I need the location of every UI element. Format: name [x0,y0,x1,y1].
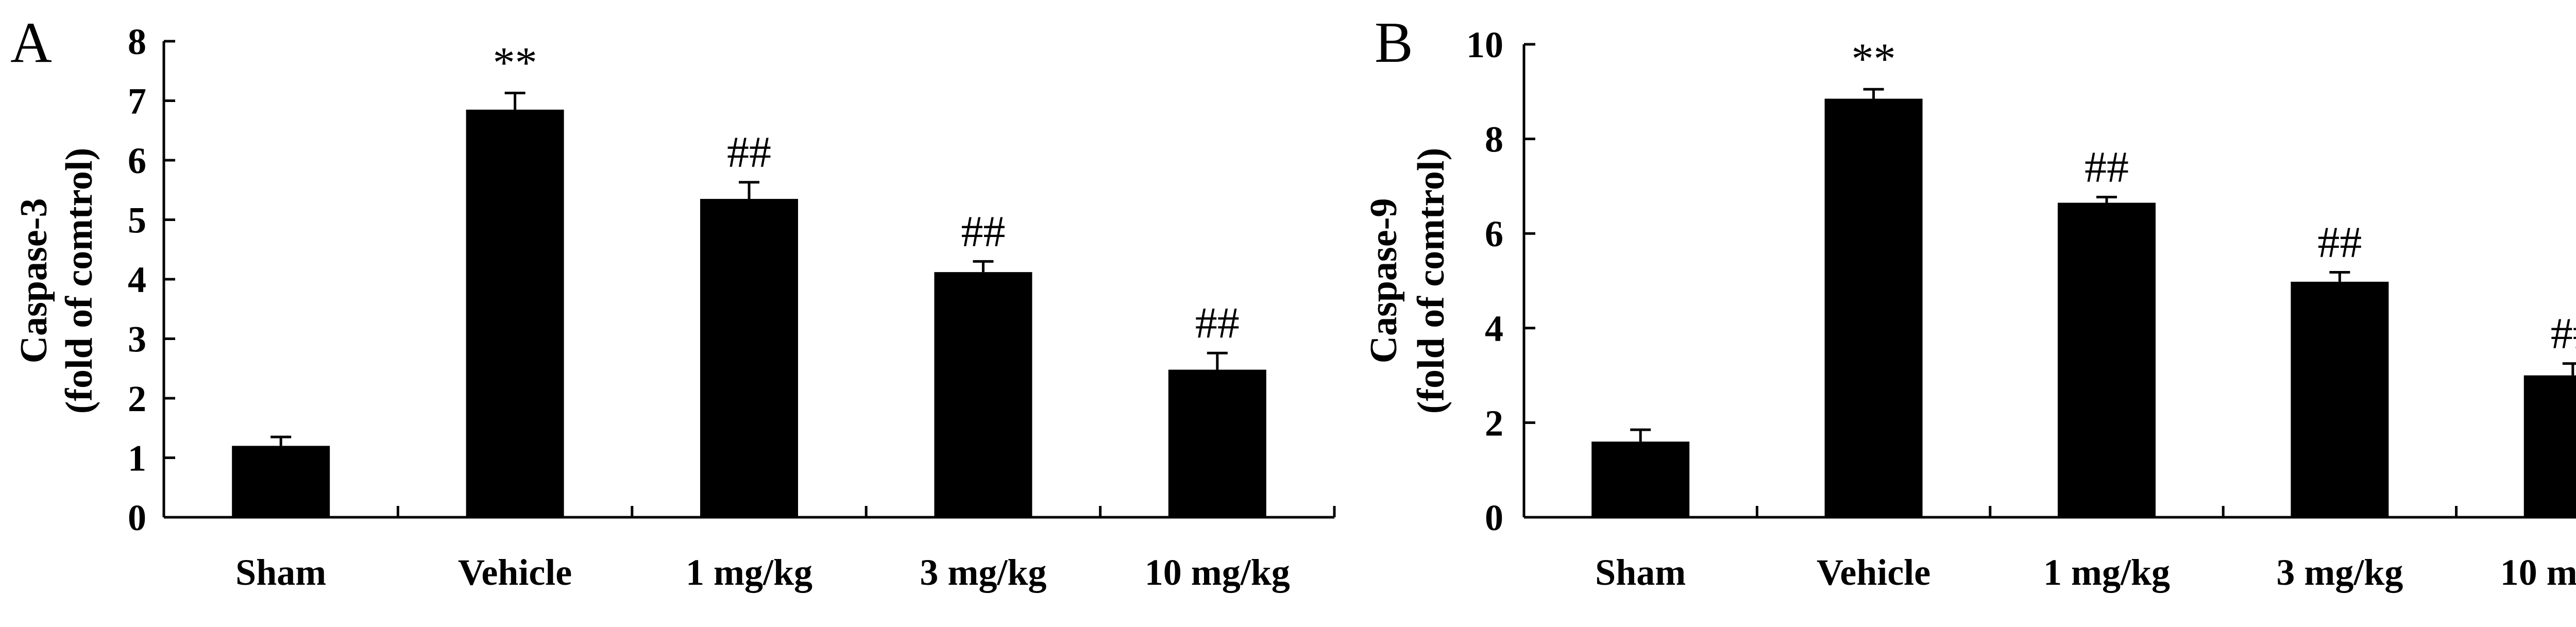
bar [2523,375,2576,517]
significance-label: ** [493,38,537,87]
panel-b: B Caspase-9 (fold of comtrol) 0 2 4 6 8 10 Sham **… [1363,11,2576,593]
y-tick-label: 1 [128,438,146,479]
y-tick-label: 10 [1466,24,1503,65]
x-category-label: Vehicle [1817,552,1930,593]
x-category-label: 1 mg/kg [686,552,812,593]
y-tick-label: 5 [128,200,146,241]
bar [1168,369,1266,517]
bar [466,109,564,517]
x-category-label: Sham [235,552,326,593]
significance-label: ## [2317,217,2362,266]
significance-label: ## [961,206,1005,256]
y-axis-title-line2: (fold of comtrol) [1410,148,1452,414]
x-category-label: Sham [1595,552,1686,593]
bar [232,446,330,517]
x-category-label: 3 mg/kg [920,552,1046,593]
y-tick-label: 4 [128,259,146,300]
panel-a: A Caspase-3 (fold of comtrol) 0 1 2 3 4 5 6 7 8 Sham… [10,11,1336,593]
y-tick-label: 3 [128,319,146,360]
bar [1591,442,1690,517]
y-tick-label: 8 [128,21,146,62]
y-axis-title-line1: Caspase-9 [1363,198,1405,364]
y-tick-label: 6 [128,140,146,181]
bar [1824,98,1923,517]
x-category-label: 3 mg/kg [2276,552,2403,593]
significance-label: ** [1852,34,1896,83]
y-tick-label: 0 [1485,497,1503,538]
bar [934,272,1032,517]
y-tick-label: 6 [1485,213,1503,255]
x-category-label: 1 mg/kg [2043,552,2170,593]
y-tick-label: 2 [128,378,146,419]
significance-label: ## [1195,298,1240,347]
significance-label: ## [2084,142,2129,192]
y-tick-label: 7 [128,81,146,122]
bar [2058,202,2156,517]
bar [2291,281,2389,517]
x-category-label: 10 mg/kg [1145,552,1290,593]
x-category-label: 10 mg/kg [2500,552,2576,593]
significance-label: ## [727,127,771,177]
bar [700,199,798,517]
significance-label: ## [2551,309,2576,358]
y-axis-title-line2: (fold of comtrol) [58,148,100,414]
y-tick-label: 4 [1485,308,1503,349]
y-axis-title-line1: Caspase-3 [13,198,55,364]
panel-letter: A [10,11,52,75]
panel-letter: B [1375,11,1413,75]
y-tick-label: 0 [128,497,146,538]
x-category-label: Vehicle [458,552,572,593]
y-tick-label: 2 [1485,402,1503,444]
y-tick-label: 8 [1485,119,1503,160]
